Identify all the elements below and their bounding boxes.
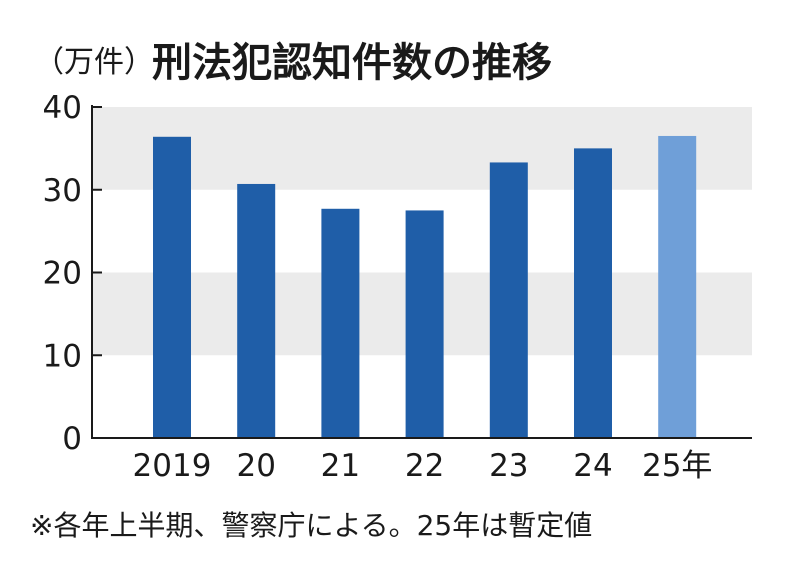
unit-label: （万件） <box>34 45 154 80</box>
bar-25年 <box>658 135 697 438</box>
axes <box>91 105 752 439</box>
x-tick-label: 21 <box>321 448 360 484</box>
bar-20 <box>237 183 276 438</box>
y-tick-label: 10 <box>43 338 82 374</box>
y-tick-label: 40 <box>43 90 82 126</box>
y-tick-label: 30 <box>43 173 82 209</box>
x-tick-label: 20 <box>236 448 275 484</box>
grid-band <box>92 107 752 190</box>
y-tick-label: 0 <box>62 421 82 457</box>
bar-23 <box>489 162 528 438</box>
bar-24 <box>574 148 612 438</box>
y-tick-labels: 0 10 20 30 40 <box>43 90 82 457</box>
x-tick-label: 25年 <box>642 448 712 484</box>
x-tick-label: 23 <box>489 448 528 484</box>
x-tick-labels: 2019 20 21 22 23 24 25年 <box>133 448 713 484</box>
bar-2019 <box>153 136 191 439</box>
bar-21 <box>321 208 360 438</box>
y-tick-label: 20 <box>43 256 82 292</box>
x-tick-label: 24 <box>573 448 612 484</box>
x-tick-label: 22 <box>405 448 444 484</box>
chart-title: 刑法犯認知件数の推移 <box>152 40 552 86</box>
footnote: ※各年上半期、警察庁による。25年は暫定値 <box>30 509 592 542</box>
bars <box>153 135 697 439</box>
x-tick-label: 2019 <box>133 448 212 484</box>
bar-22 <box>405 210 444 438</box>
